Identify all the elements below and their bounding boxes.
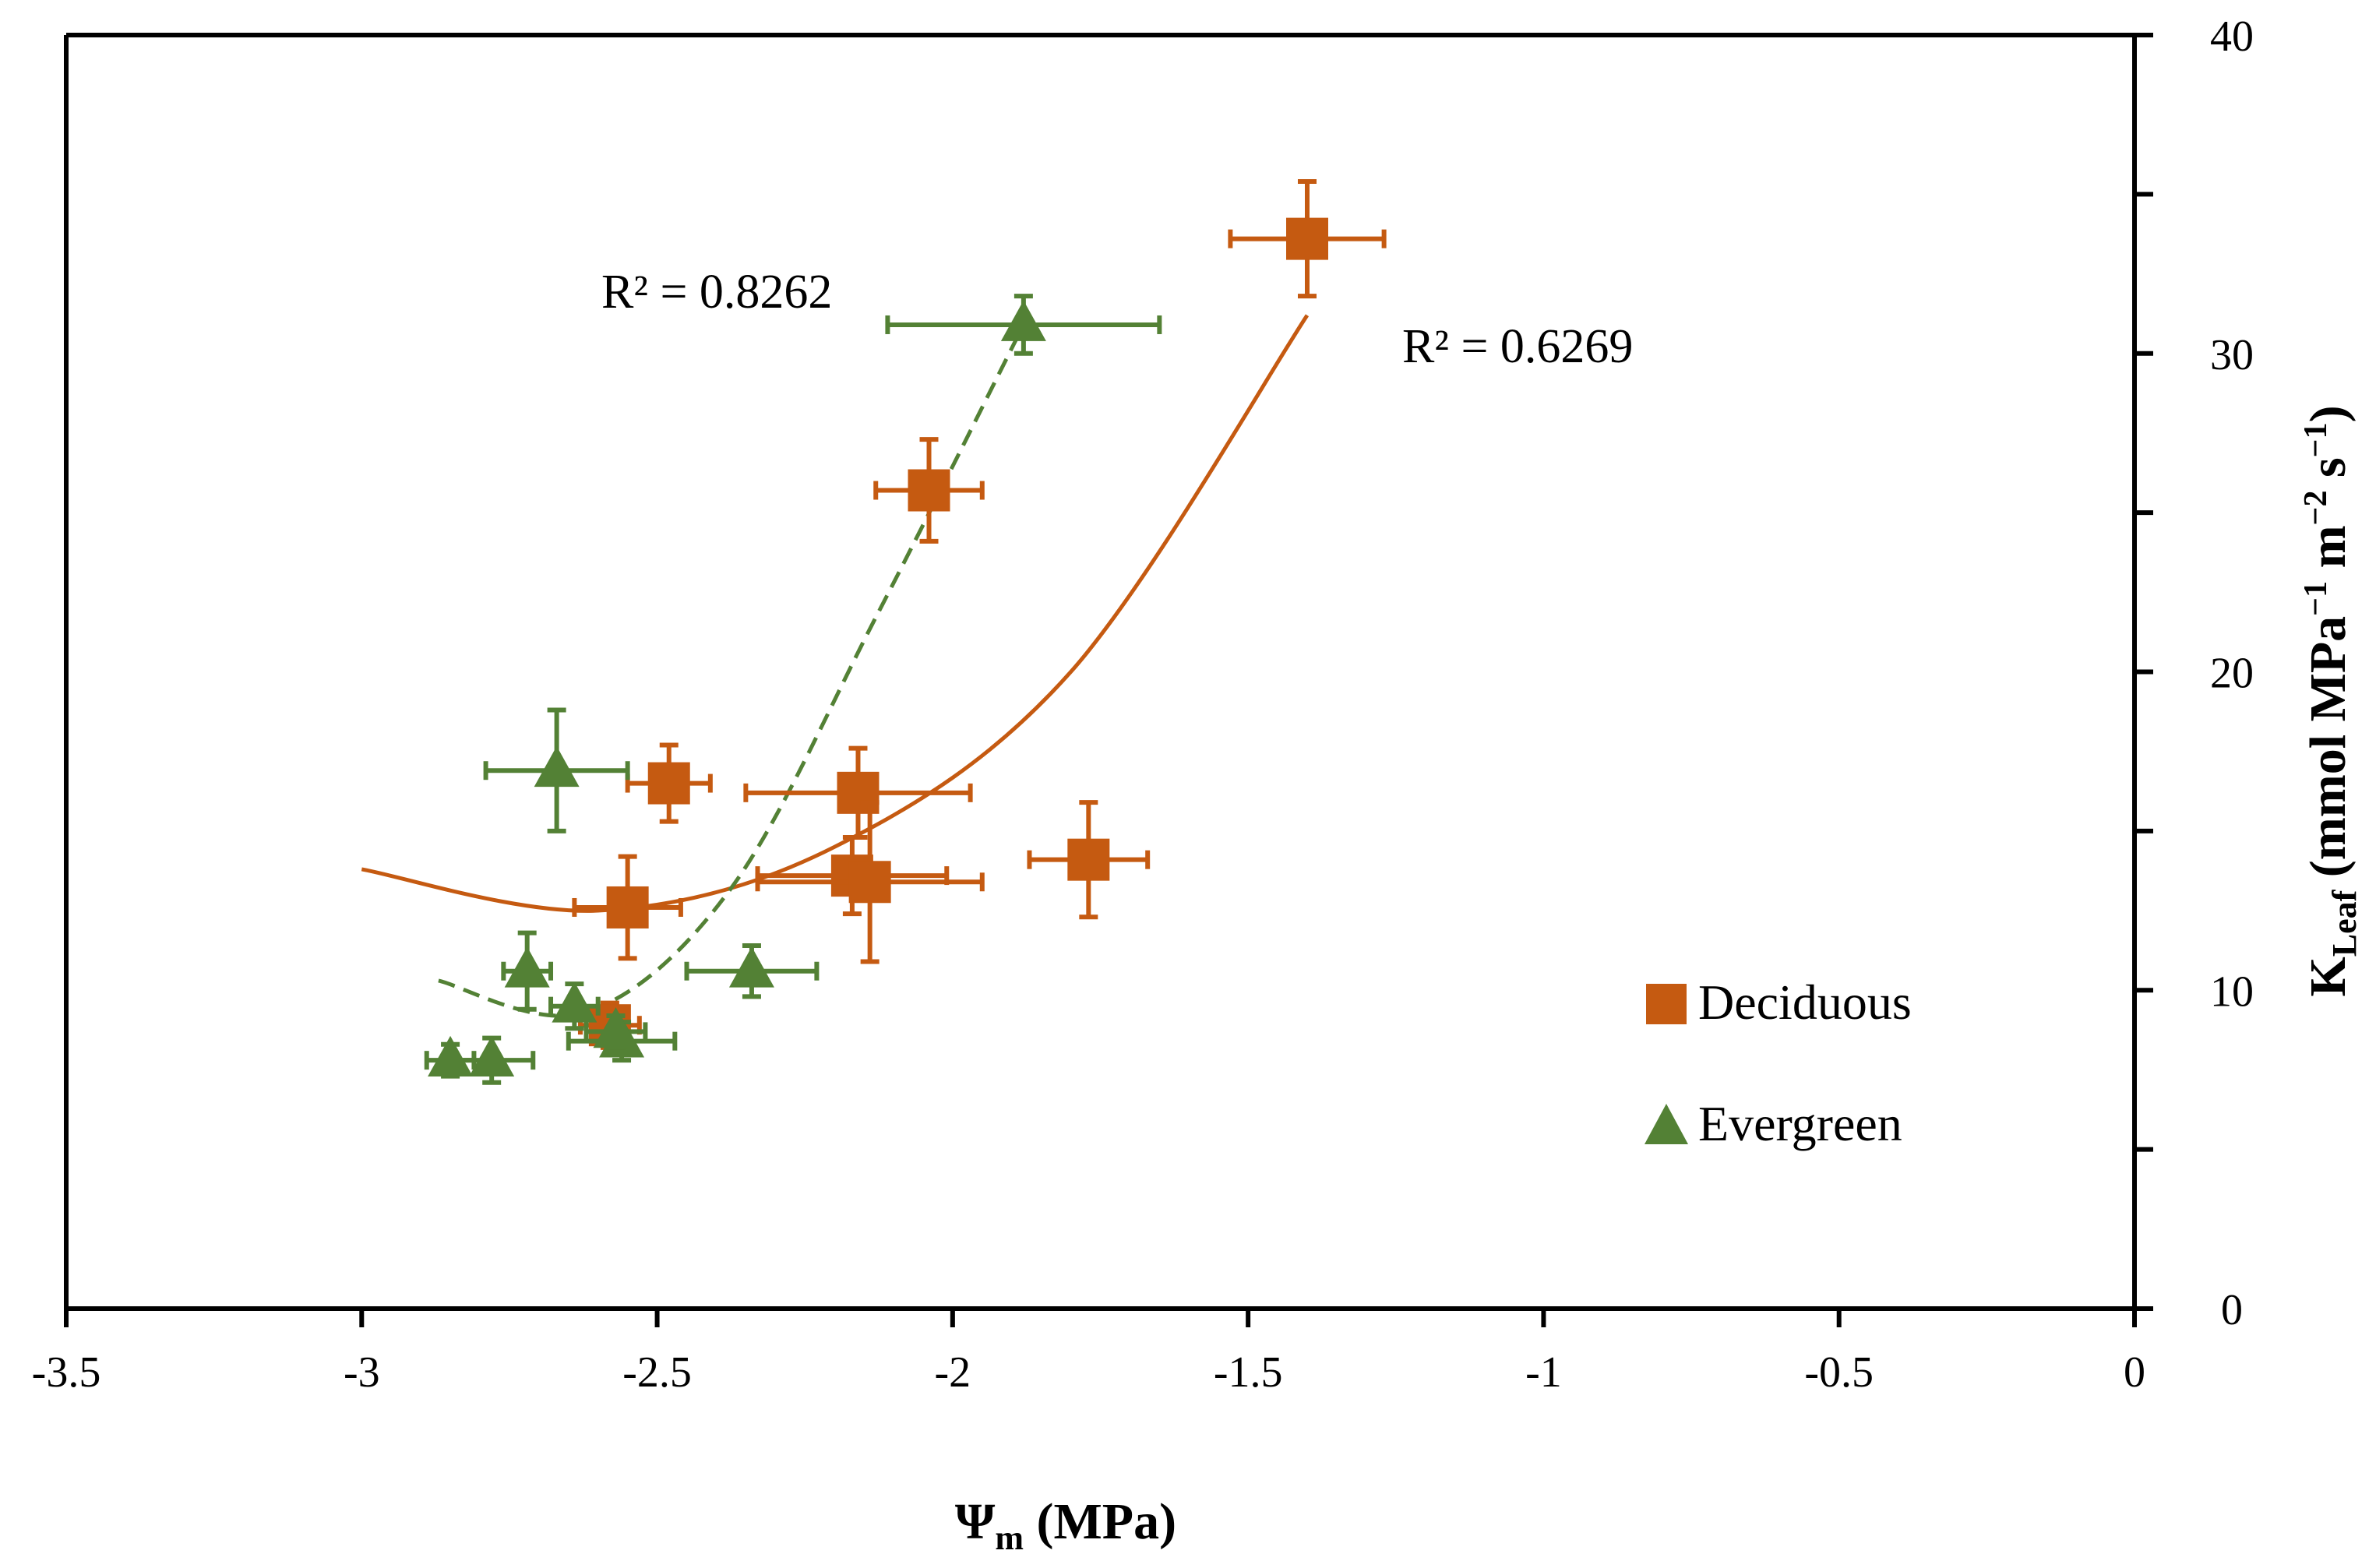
legend-marker-deciduous	[1646, 984, 1687, 1024]
marker-square	[908, 469, 950, 512]
marker-square	[1067, 838, 1110, 881]
y-axis-title-sup1: −1	[2298, 581, 2334, 616]
x-axis-title-symbol: Ψ	[955, 1493, 996, 1550]
x-tick-label: -3	[344, 1348, 380, 1397]
legend-label-evergreen: Evergreen	[1698, 1096, 1902, 1151]
data-point-deciduous	[572, 854, 683, 961]
data-point-deciduous	[743, 745, 973, 840]
r2-label-deciduous: R² = 0.6269	[1402, 320, 1633, 373]
y-axis-title-mid: m	[2300, 525, 2357, 580]
data-point-deciduous	[755, 800, 985, 964]
marker-triangle	[469, 1035, 515, 1077]
x-axis-title: Ψm (MPa)	[955, 1493, 1176, 1557]
x-tick-label: -2.5	[622, 1348, 692, 1397]
x-tick-label: -1.5	[1214, 1348, 1283, 1397]
y-axis-title-rest: (mmol MPa	[2300, 616, 2357, 890]
r2-label-evergreen: R² = 0.8262	[601, 266, 832, 319]
marker-triangle	[593, 1007, 639, 1048]
y-tick-label: 40	[2210, 12, 2254, 61]
y-axis-title: KLeaf (mmol MPa−1 m−2 s−1)	[2298, 405, 2364, 996]
marker-square	[837, 771, 880, 814]
trendline-deciduous	[361, 314, 1310, 913]
trendline-evergreen	[438, 323, 1026, 1018]
data-point-deciduous	[873, 437, 985, 544]
marker-triangle	[504, 946, 550, 988]
trendlines	[361, 314, 1310, 1018]
marker-square	[606, 886, 649, 928]
data-point-evergreen	[548, 981, 601, 1031]
marker-triangle	[552, 981, 598, 1023]
x-tick-label: 0	[2124, 1348, 2145, 1397]
marker-triangle	[428, 1035, 474, 1077]
marker-square	[1286, 217, 1328, 260]
marker-triangle	[1000, 300, 1046, 341]
data-point-deciduous	[625, 742, 713, 824]
data-point-deciduous	[1027, 800, 1151, 920]
y-tick-label: 10	[2210, 967, 2254, 1016]
data-point-deciduous	[1228, 179, 1387, 299]
marker-triangle	[534, 745, 580, 788]
data-point-evergreen	[885, 294, 1162, 356]
y-axis-title-subscript: Leaf	[2325, 889, 2364, 957]
y-axis-title-end: )	[2300, 405, 2357, 422]
x-axis-title-subscript: m	[995, 1519, 1024, 1557]
x-axis-title-unit: (MPa)	[1024, 1493, 1176, 1550]
legend: Deciduous Evergreen	[1645, 974, 1912, 1151]
x-tick-label: -0.5	[1804, 1348, 1874, 1397]
legend-label-deciduous: Deciduous	[1698, 974, 1912, 1030]
marker-square	[848, 861, 891, 904]
x-tick-label: -3.5	[32, 1348, 101, 1397]
y-axis-title-sup2: −2	[2298, 490, 2334, 525]
data-point-evergreen	[684, 943, 820, 999]
data-point-evergreen	[483, 707, 630, 833]
y-tick-label: 30	[2210, 331, 2254, 379]
y-axis-title-mid2: s	[2300, 457, 2357, 490]
legend-marker-evergreen	[1645, 1104, 1688, 1144]
y-axis-title-sup3: −1	[2298, 422, 2334, 457]
y-tick-label: 20	[2210, 650, 2254, 698]
x-tick-label: -1	[1525, 1348, 1562, 1397]
data-point-evergreen	[501, 930, 554, 1012]
y-axis-title-prefix: K	[2300, 957, 2357, 996]
x-tick-label: -2	[935, 1348, 971, 1397]
marker-triangle	[728, 946, 774, 988]
data-points	[424, 179, 1387, 1085]
y-tick-label: 0	[2221, 1286, 2243, 1334]
data-point-evergreen	[424, 1035, 477, 1079]
axes: -3.5 -3 -2.5 -2 -1.5 -1 -0.5 0 0 10 20 30 40	[32, 12, 2254, 1397]
marker-square	[647, 762, 690, 805]
data-point-evergreen	[583, 1007, 648, 1050]
